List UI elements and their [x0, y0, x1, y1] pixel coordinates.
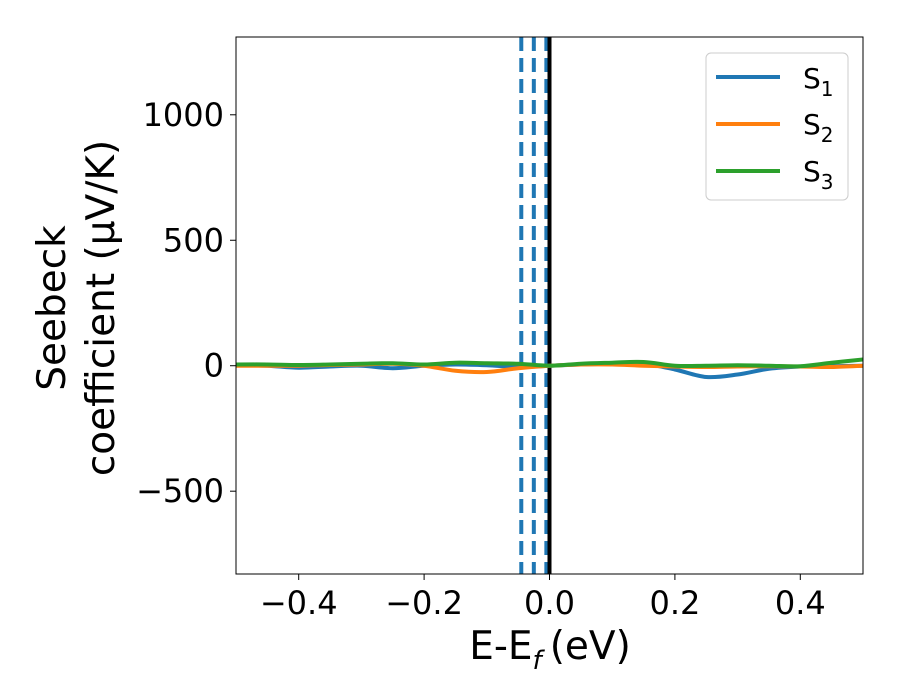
legend-label-s2: S2 [803, 108, 834, 147]
x-axis-label: E-Ef (eV) [469, 624, 631, 676]
y-axis-label-line1: Seebeck [30, 225, 75, 391]
plot-area [236, 37, 863, 574]
y-tick-label: 1000 [143, 96, 224, 134]
y-tick-label: −500 [136, 472, 224, 510]
x-tick-label: −0.2 [385, 584, 463, 622]
x-tick-label: −0.4 [260, 584, 338, 622]
x-tick-label: 0.4 [775, 584, 826, 622]
legend: S1 S2 S3 [705, 52, 849, 201]
y-tick-label: 0 [204, 347, 224, 385]
y-axis-label-line2: coefficient (μV/K) [79, 140, 124, 476]
legend-box [705, 52, 849, 201]
y-axis-label: Seebeck coefficient (μV/K) [30, 140, 124, 476]
legend-label-s3: S3 [803, 155, 834, 194]
x-tick-label: 0.0 [524, 584, 575, 622]
legend-label-s1: S1 [803, 62, 834, 101]
series-line-s3 [236, 357, 863, 369]
x-tick-label: 0.2 [649, 584, 700, 622]
axis-ticks: −0.4 −0.2 0.0 0.2 0.4 −500 0 500 1000 [136, 96, 826, 622]
y-tick-label: 500 [163, 221, 224, 259]
